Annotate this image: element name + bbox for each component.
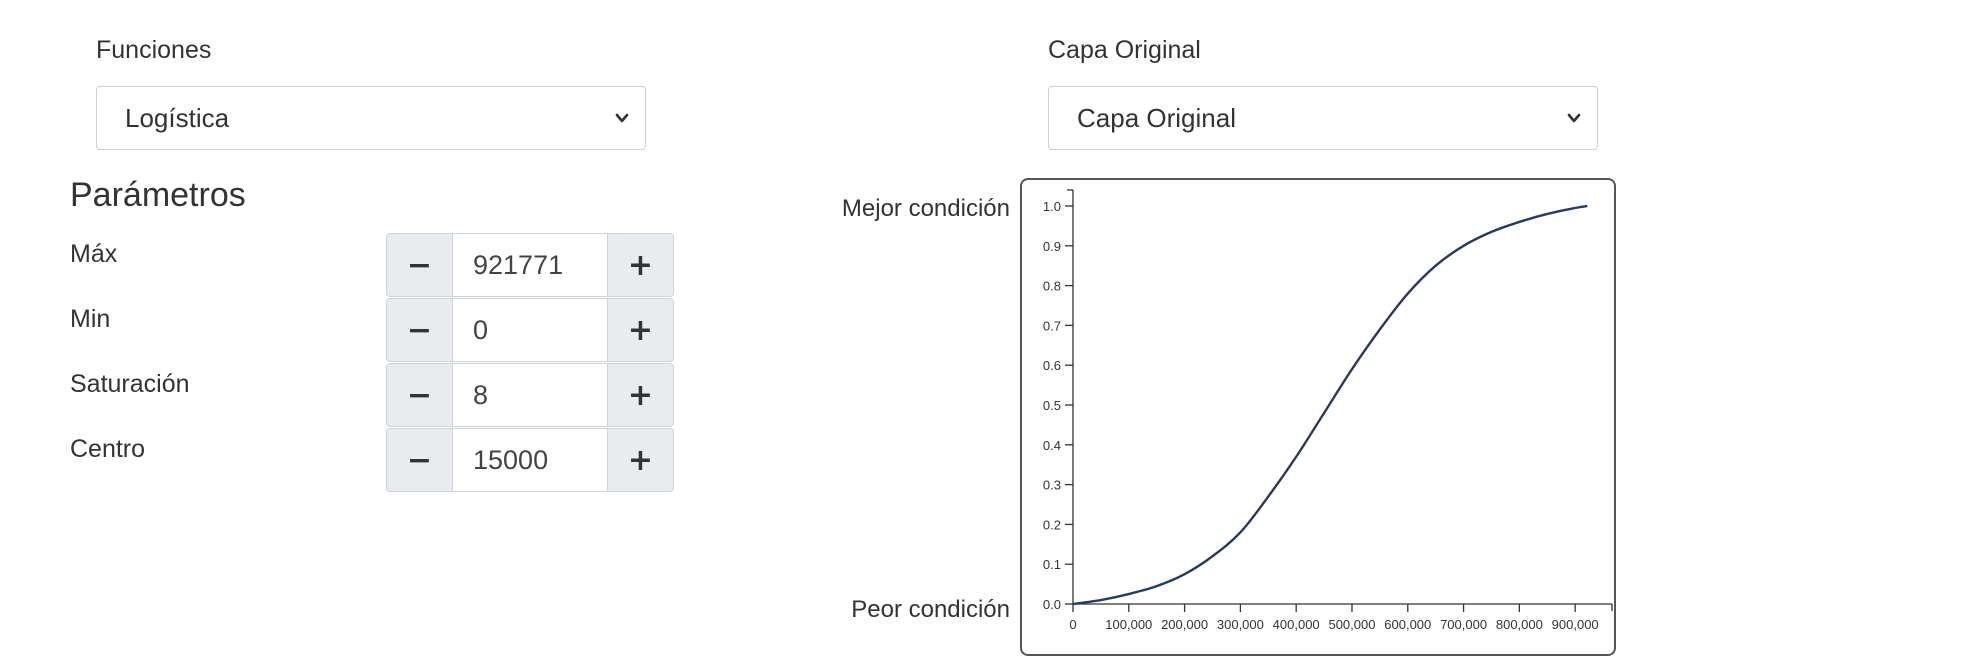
best-condition-label: Mejor condición [841,195,1010,222]
y-tick-label: 0.0 [1043,597,1061,612]
x-tick-label: 600,000 [1384,617,1431,632]
max-stepper: − 921771 + [386,233,674,297]
functions-select[interactable]: Logística [96,86,646,150]
y-tick-label: 0.3 [1043,478,1061,493]
max-increment-button[interactable]: + [607,233,674,297]
min-stepper: − 0 + [386,298,674,362]
x-tick-label: 0 [1069,617,1076,632]
y-tick-label: 0.6 [1043,358,1061,373]
x-tick-label: 900,000 [1552,617,1599,632]
max-input[interactable]: 921771 [453,233,607,297]
chevron-down-icon [1567,113,1581,123]
saturation-increment-button[interactable]: + [607,363,674,427]
chevron-down-icon [615,113,629,123]
y-tick-label: 0.5 [1043,398,1061,413]
min-decrement-button[interactable]: − [386,298,453,362]
max-decrement-button[interactable]: − [386,233,453,297]
y-tick-label: 0.7 [1043,318,1061,333]
function-chart: 0.0 0.1 0.2 0.3 0.4 0.5 0.6 0.7 0.8 0.9 1.0 0 100,00… [1020,178,1616,656]
y-tick-label: 0.2 [1043,517,1061,532]
x-tick-label: 100,000 [1105,617,1152,632]
layer-label: Capa Original [1048,36,1201,64]
x-tick-label: 700,000 [1440,617,1487,632]
x-tick-label: 200,000 [1161,617,1208,632]
param-label-center: Centro [70,435,146,463]
saturation-input[interactable]: 8 [453,363,607,427]
layer-select-value: Capa Original [1077,102,1236,133]
minus-icon: − [406,247,433,283]
param-label-saturation: Saturación [70,370,190,398]
y-tick-label: 0.8 [1043,279,1061,294]
minus-icon: − [406,377,433,413]
x-tick-label: 400,000 [1273,617,1320,632]
saturation-decrement-button[interactable]: − [386,363,453,427]
center-decrement-button[interactable]: − [386,428,453,492]
layer-select[interactable]: Capa Original [1048,86,1598,150]
y-tick-label: 0.9 [1043,239,1061,254]
functions-select-value: Logística [125,102,230,133]
functions-label: Funciones [96,36,212,64]
worst-condition-label: Peor condición [851,596,1010,623]
plus-icon: + [627,442,654,478]
minus-icon: − [406,312,433,348]
param-label-max: Máx [70,240,118,268]
min-increment-button[interactable]: + [607,298,674,362]
plus-icon: + [627,377,654,413]
param-label-min: Min [70,305,111,333]
x-tick-label: 500,000 [1328,617,1375,632]
chart-svg: 0.0 0.1 0.2 0.3 0.4 0.5 0.6 0.7 0.8 0.9 1.0 0 100,00… [1043,189,1613,632]
y-tick-label: 0.1 [1043,557,1061,572]
params-heading: Parámetros [70,176,246,214]
y-tick-label: 0.4 [1043,438,1061,453]
center-input[interactable]: 15000 [453,428,607,492]
min-input[interactable]: 0 [453,298,607,362]
series-line [1072,204,1588,606]
minus-icon: − [406,442,433,478]
x-tick-label: 300,000 [1217,617,1264,632]
plus-icon: + [627,247,654,283]
saturation-stepper: − 8 + [386,363,674,427]
x-tick-label: 800,000 [1496,617,1543,632]
center-increment-button[interactable]: + [607,428,674,492]
y-tick-label: 1.0 [1043,199,1061,214]
plus-icon: + [627,312,654,348]
center-stepper: − 15000 + [386,428,674,492]
